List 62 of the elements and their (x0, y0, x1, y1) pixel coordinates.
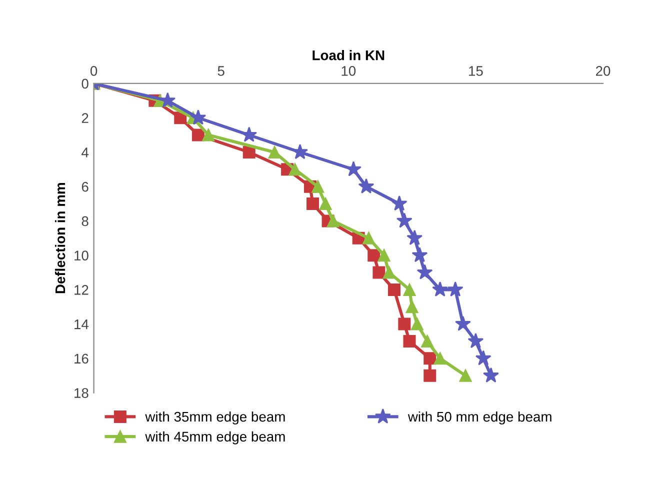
point (346, 161, 362, 176)
point (242, 146, 256, 158)
y-tick-label: 18 (74, 388, 88, 398)
point (447, 281, 464, 297)
point (432, 281, 448, 297)
x-axis-title: Load in KN (312, 50, 384, 60)
y-tick-label: 10 (74, 250, 88, 260)
point (396, 212, 412, 228)
point (388, 283, 400, 296)
y-tick-label: 8 (82, 216, 88, 226)
point (306, 198, 320, 210)
y-tick-label: 12 (74, 285, 88, 295)
point (398, 318, 411, 330)
point (416, 264, 433, 280)
point (421, 334, 434, 348)
legend-label: with 35mm edge beam (145, 411, 285, 424)
point (358, 178, 374, 194)
point (312, 180, 324, 193)
point (406, 230, 423, 246)
point (412, 246, 428, 262)
point (160, 92, 176, 108)
point (403, 334, 416, 348)
x-tick-label: 0 (90, 66, 98, 76)
x-tick-label: 10 (342, 66, 356, 76)
point (372, 266, 386, 279)
y-tick-label: 2 (82, 113, 88, 123)
point (403, 283, 416, 296)
y-tick-label: 14 (74, 320, 89, 330)
point (241, 126, 258, 142)
y-axis-title: Deflection in mm (54, 183, 66, 294)
point (424, 369, 436, 382)
point (378, 249, 390, 262)
point (326, 214, 340, 228)
point (459, 369, 472, 382)
point (192, 128, 204, 142)
point (455, 316, 471, 331)
x-tick-label: 5 (218, 66, 224, 76)
point (434, 352, 446, 365)
point (391, 195, 408, 211)
y-tick-label: 0 (82, 78, 88, 89)
point (410, 318, 424, 330)
point (483, 367, 499, 382)
point (424, 352, 436, 365)
point (468, 332, 484, 348)
point (288, 163, 302, 176)
y-tick-label: 16 (74, 354, 88, 364)
point (362, 232, 376, 244)
point (406, 300, 418, 314)
legend-label: with 45mm edge beam (145, 431, 285, 444)
point (292, 144, 308, 160)
point (202, 128, 215, 142)
legend-label: with 50 mm edge beam (408, 411, 552, 424)
point (190, 110, 206, 125)
y-tick-label: 4 (82, 148, 89, 158)
point (319, 198, 332, 210)
point (268, 146, 281, 158)
y-tick-label: 6 (82, 182, 88, 192)
point (368, 249, 380, 262)
point (475, 350, 492, 366)
x-tick-label: 20 (596, 66, 610, 76)
x-tick-label: 15 (469, 66, 483, 76)
point (382, 266, 396, 279)
